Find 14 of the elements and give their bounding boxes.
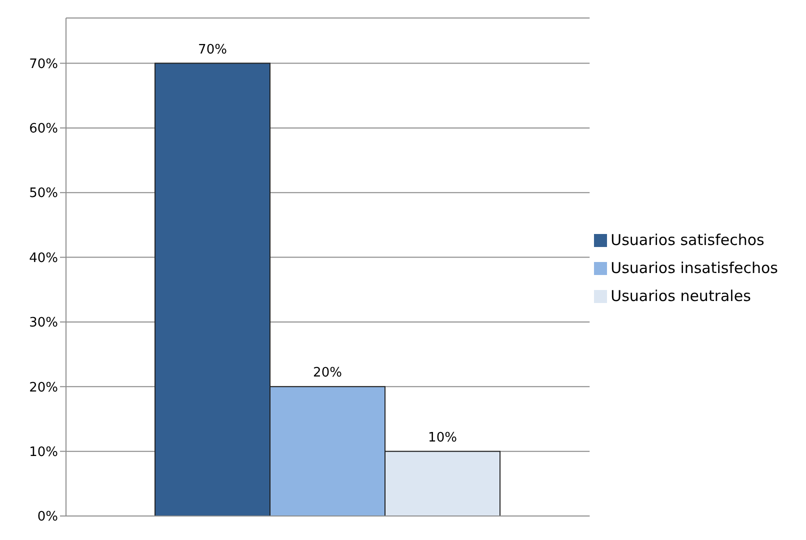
- y-tick-label: 10%: [29, 444, 58, 460]
- y-tick-label: 40%: [29, 250, 58, 266]
- legend-label: Usuarios insatisfechos: [610, 259, 778, 277]
- data-label: 70%: [198, 42, 227, 58]
- y-tick-label: 70%: [29, 56, 58, 72]
- y-tick-label: 30%: [29, 316, 58, 331]
- y-tick-label: 20%: [29, 380, 58, 396]
- data-label: 20%: [313, 366, 342, 381]
- data-label: 10%: [428, 430, 457, 446]
- y-tick-label: 0%: [37, 510, 58, 525]
- legend-label: Usuarios satisfechos: [610, 231, 764, 249]
- y-tick-label: 60%: [29, 122, 58, 137]
- y-tick-label: 50%: [29, 186, 58, 202]
- legend-label: Usuarios neutrales: [610, 287, 751, 305]
